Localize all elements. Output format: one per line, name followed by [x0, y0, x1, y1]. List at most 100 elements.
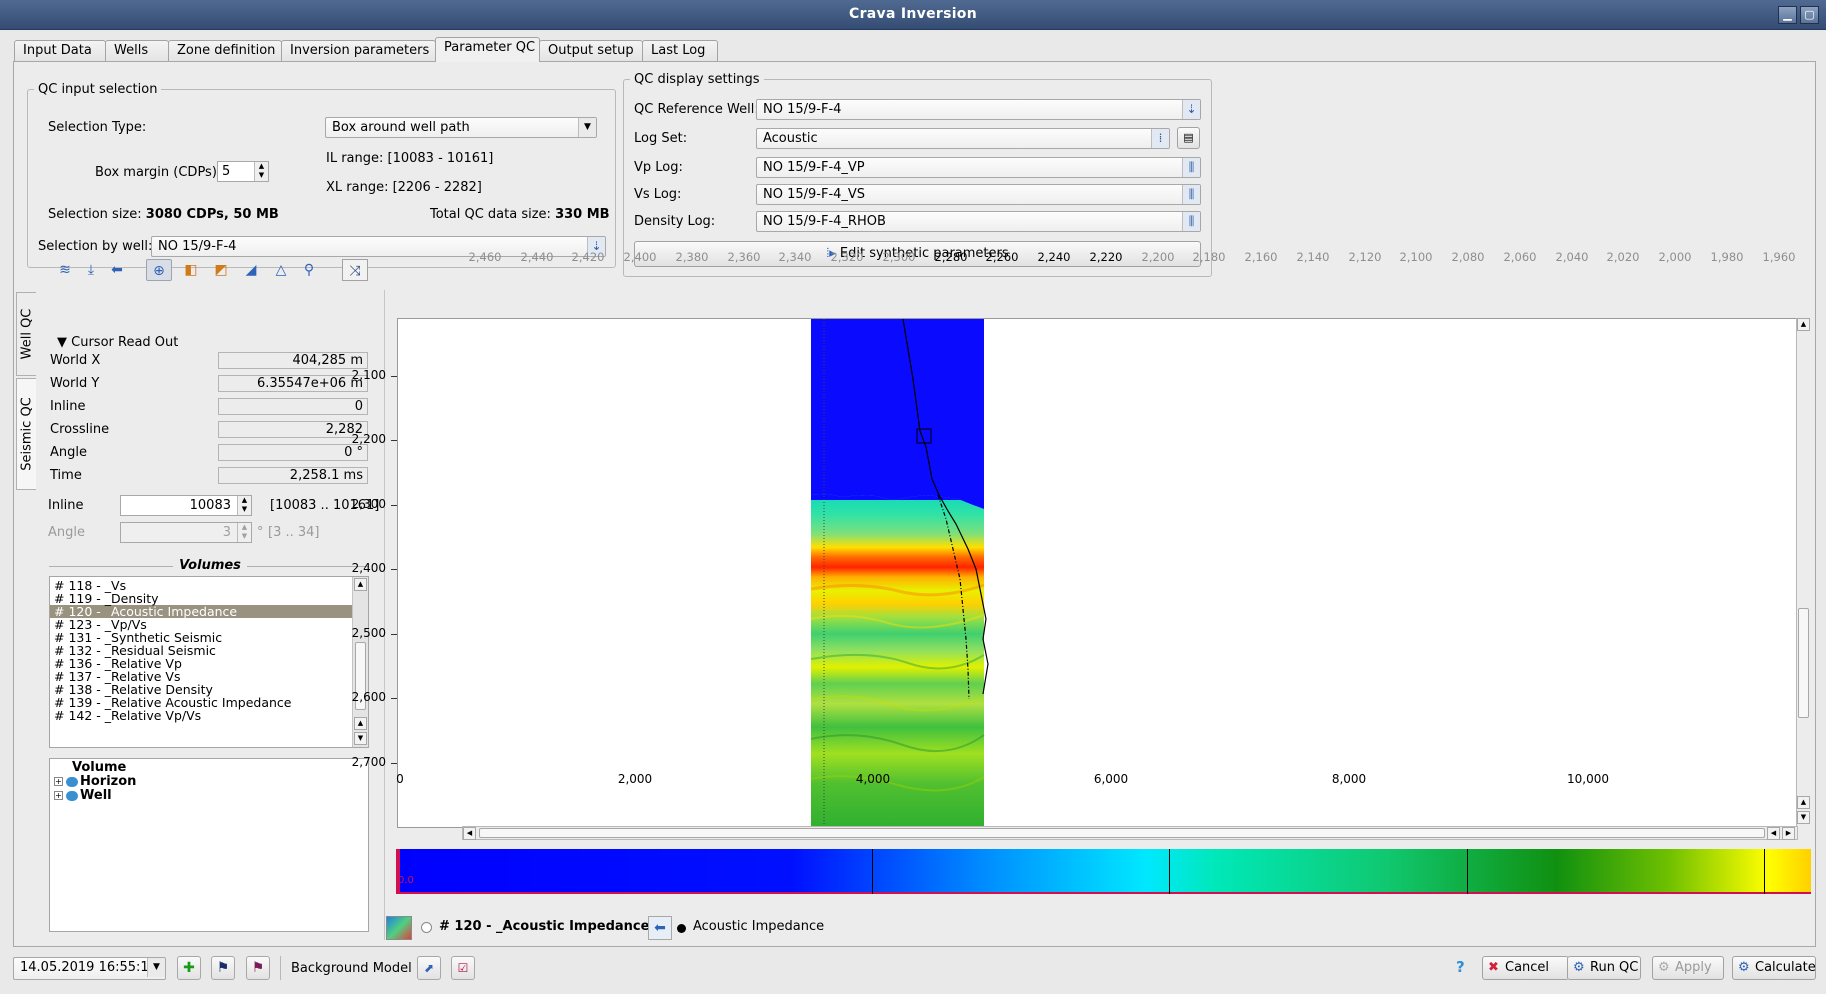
maximize-button[interactable]: ▢ [1800, 6, 1819, 24]
scrollbar-thumb[interactable] [1798, 608, 1809, 718]
object-tree[interactable]: Volume + Horizon + Well [49, 758, 369, 932]
tab-seismic-qc[interactable]: Seismic QC [16, 378, 36, 490]
volume-radio[interactable] [421, 922, 432, 933]
run-timestamp-combo[interactable]: 14.05.2019 16:55:11 ▼ [13, 957, 166, 980]
ref-well-combo[interactable]: NO 15/9-F-4 ⇣ [756, 99, 1201, 120]
overlay-icon[interactable]: ◧ [184, 262, 198, 278]
swap-arrow-icon[interactable]: ⬅ [648, 916, 672, 940]
x-tick: 2,320 [830, 250, 864, 264]
background-model-view-button[interactable]: ⬈ [417, 956, 441, 980]
apply-button[interactable]: ⚙ Apply [1652, 956, 1724, 980]
seismic-canvas[interactable] [397, 318, 1800, 828]
selection-by-well-combo[interactable]: NO 15/9-F-4 ⇣ [151, 236, 606, 257]
calculate-button[interactable]: ⚙ Calculate [1732, 956, 1816, 980]
layers-icon[interactable]: ≋ [59, 262, 71, 278]
horizon-label: Horizon [80, 774, 137, 789]
expand-icon[interactable]: + [54, 791, 63, 800]
ramp-icon[interactable]: ◢ [245, 262, 257, 278]
volumes-scrollbar[interactable]: ▲ ▲ ▼ [352, 577, 368, 747]
inline-spinbox[interactable]: 10083 ▲ ▼ [120, 495, 252, 516]
minimize-button[interactable]: ▁ [1778, 6, 1797, 24]
list-item[interactable]: # 137 - _Relative Vs [54, 669, 181, 684]
tab-parameter-qc[interactable]: Parameter QC [435, 37, 540, 62]
tab-well-qc[interactable]: Well QC [16, 292, 36, 376]
spin-arrows-icon[interactable]: ▲ ▼ [254, 162, 268, 181]
tab-zone-definition[interactable]: Zone definition [168, 40, 282, 62]
scroll-left-icon[interactable]: ◀ [1767, 827, 1780, 840]
y-tick: 2,600 [351, 690, 386, 704]
tree-item-well[interactable]: + Well [54, 789, 364, 803]
x-tick: 2,280 [934, 250, 968, 264]
tree-item-horizon[interactable]: + Horizon [54, 775, 364, 789]
background-model-check-button[interactable]: ☑ [451, 956, 475, 980]
add-run-button[interactable]: ✚ [177, 956, 201, 980]
vp-log-combo[interactable]: NO 15/9-F-4_VP ⫼ [756, 157, 1201, 178]
box-margin-spinbox[interactable]: 5 ▲ ▼ [217, 161, 269, 182]
plot-horizontal-scrollbar[interactable]: ◀ ◀ ▶ [462, 826, 1798, 840]
back-arrow-icon[interactable]: ⬅ [111, 262, 123, 278]
angle-value: 3 [222, 525, 231, 540]
save-as-run-button[interactable]: ⚑ [246, 956, 270, 980]
plot-vertical-scrollbar[interactable]: ▲ ▲ ▼ [1796, 318, 1810, 828]
spin-arrows-icon[interactable]: ▲ ▼ [237, 496, 251, 515]
checklist-icon: ☑ [457, 961, 469, 975]
list-item[interactable]: # 139 - _Relative Acoustic Impedance [54, 695, 292, 710]
colorbar-zero-label: 0.0 [398, 875, 414, 886]
scrollbar-thumb[interactable] [479, 828, 1765, 838]
tab-inversion-parameters[interactable]: Inversion parameters [281, 40, 436, 62]
list-item[interactable]: # 118 - _Vs [54, 578, 127, 593]
list-item[interactable]: # 119 - _Density [54, 591, 159, 606]
help-icon[interactable]: ? [1456, 958, 1465, 976]
il-range-text: IL range: [10083 - 10161] [326, 151, 494, 166]
tree-root-volume[interactable]: Volume [72, 760, 127, 775]
scroll-up-icon[interactable]: ▲ [354, 717, 367, 730]
list-item-selected[interactable]: # 120 - _Acoustic Impedance [50, 605, 352, 618]
list-item[interactable]: # 123 - _Vp/Vs [54, 617, 147, 632]
tab-wells[interactable]: Wells [105, 40, 169, 62]
spin-arrows-icon[interactable]: ▲ ▼ [237, 523, 251, 542]
list-item[interactable]: # 132 - _Residual Seismic [54, 643, 216, 658]
crosshair-icon[interactable]: ⊕ [146, 259, 172, 281]
list-item[interactable]: # 131 - _Synthetic Seismic [54, 630, 223, 645]
tab-last-log[interactable]: Last Log [642, 40, 718, 62]
list-item[interactable]: # 142 - _Relative Vp/Vs [54, 708, 202, 723]
scroll-down-icon[interactable]: ▼ [354, 732, 367, 745]
run-qc-button[interactable]: ⚙ Run QC [1567, 956, 1641, 980]
scroll-right-icon[interactable]: ▶ [1782, 827, 1795, 840]
density-log-combo[interactable]: NO 15/9-F-4_RHOB ⫼ [756, 211, 1201, 232]
log-set-manage-button[interactable]: ▤ [1177, 127, 1200, 149]
tab-output-setup[interactable]: Output setup [539, 40, 643, 62]
list-item[interactable]: # 138 - _Relative Density [54, 682, 213, 697]
pick-icon[interactable]: ⚲ [303, 262, 315, 278]
vp-log-value: NO 15/9-F-4_VP [763, 160, 865, 175]
cancel-label: Cancel [1505, 960, 1550, 975]
selection-type-combo[interactable]: Box around well path ▼ [325, 117, 597, 138]
tab-input-data[interactable]: Input Data [14, 40, 106, 62]
well-icon: ⇣ [587, 237, 605, 256]
edit-synthetic-button[interactable]: ⦙▸ Edit synthetic parameters [634, 241, 1201, 267]
log-set-combo[interactable]: Acoustic ⁞ [756, 128, 1170, 149]
well-path-icon[interactable]: ⤓ [87, 262, 95, 278]
colormap-icon[interactable] [386, 916, 412, 940]
angle-spinbox[interactable]: 3 ▲ ▼ [120, 522, 252, 543]
vector-icon[interactable]: △ [275, 262, 287, 278]
angle-label: Angle [48, 525, 85, 540]
scroll-up-icon[interactable]: ▲ [1797, 318, 1810, 331]
y-tick-mark [391, 376, 397, 377]
volumes-list[interactable]: # 118 - _Vs # 119 - _Density # 120 - _Ac… [49, 576, 369, 748]
log-radio-selected[interactable] [677, 924, 686, 933]
scroll-up-icon[interactable]: ▲ [354, 578, 367, 591]
copy-icon[interactable]: ◩ [214, 262, 228, 278]
scroll-left-icon[interactable]: ◀ [463, 827, 476, 840]
vs-log-combo[interactable]: NO 15/9-F-4_VS ⫼ [756, 184, 1201, 205]
panel-splitter[interactable] [384, 290, 385, 940]
scroll-up-icon[interactable]: ▲ [1797, 796, 1810, 809]
list-item[interactable]: # 136 - _Relative Vp [54, 656, 182, 671]
scroll-down-icon[interactable]: ▼ [1797, 811, 1810, 824]
scrollbar-thumb[interactable] [355, 642, 366, 710]
pointer-icon[interactable]: ⤨ [342, 259, 368, 281]
cursor-readout-header[interactable]: ▼ Cursor Read Out [57, 335, 178, 350]
expand-icon[interactable]: + [54, 777, 63, 786]
save-run-button[interactable]: ⚑ [211, 956, 235, 980]
cancel-button[interactable]: ✖ Cancel [1482, 956, 1569, 980]
